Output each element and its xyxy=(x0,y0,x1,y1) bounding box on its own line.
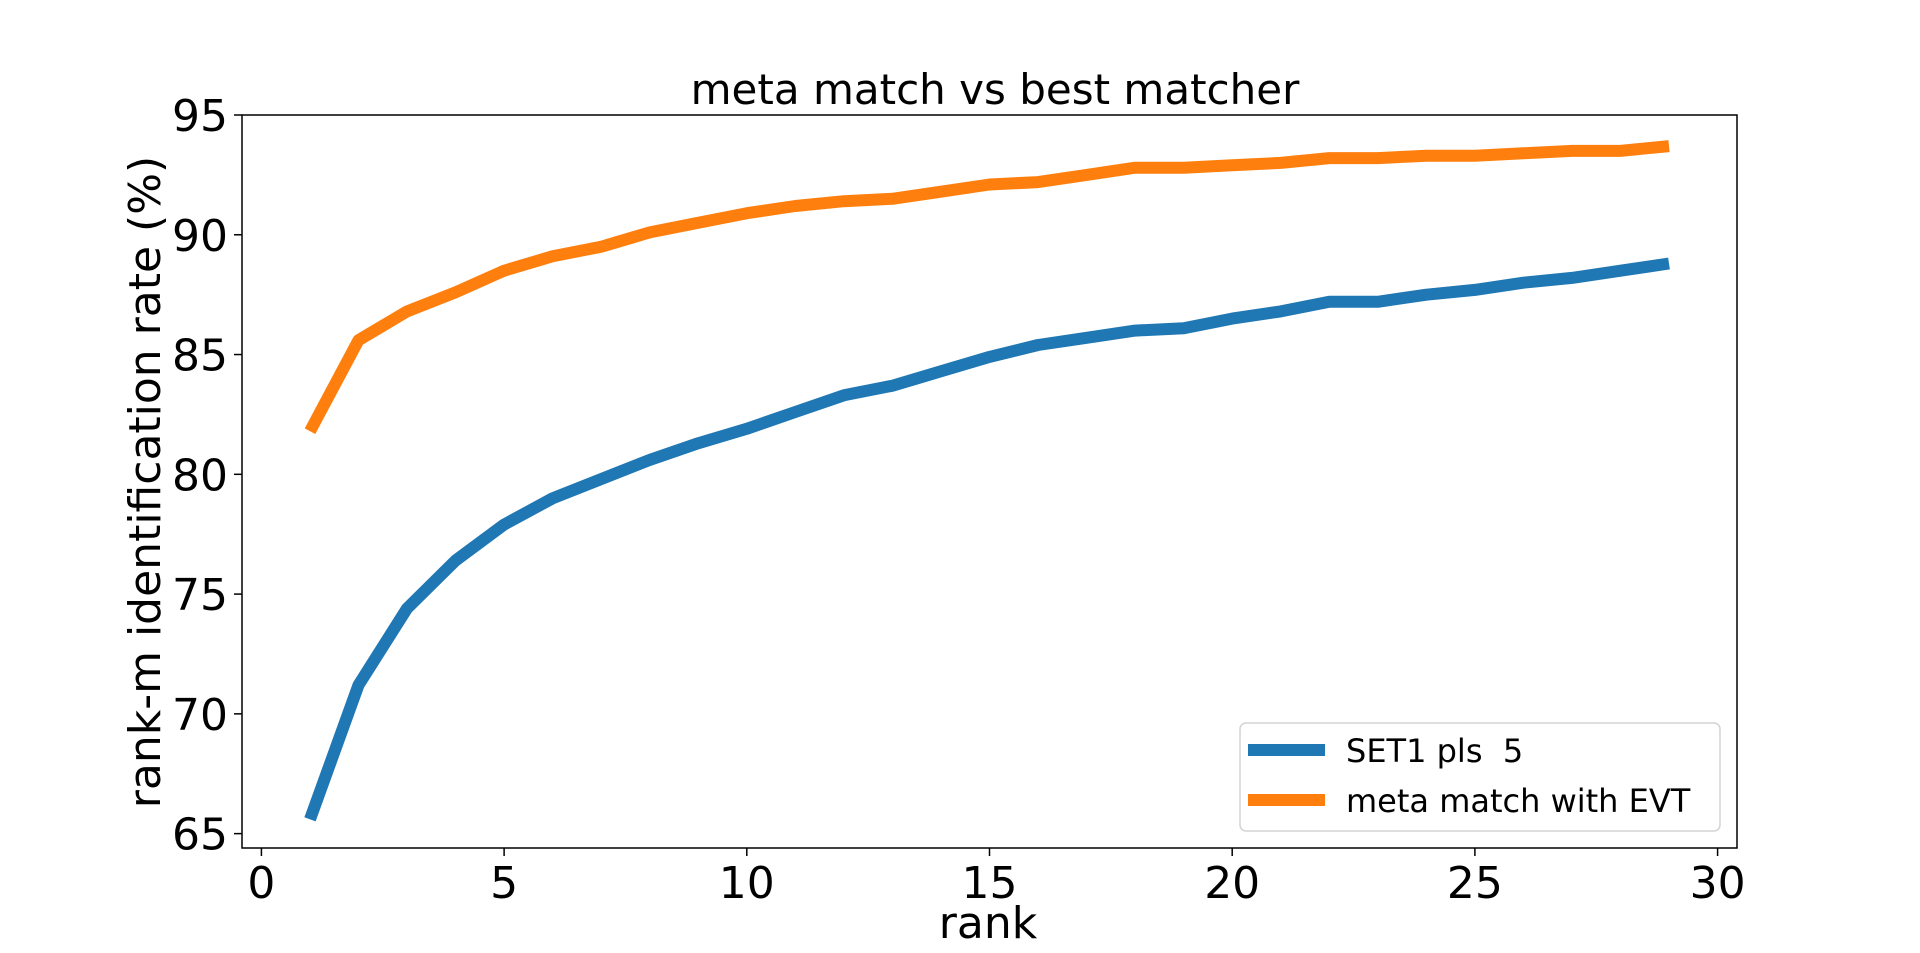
x-tick-label-1: 5 xyxy=(490,858,518,909)
y-tick-label-3: 80 xyxy=(172,450,228,501)
x-tick-label-5: 25 xyxy=(1447,858,1503,909)
legend-label-meta-match: meta match with EVT xyxy=(1346,782,1691,820)
y-tick-label-2: 75 xyxy=(172,570,228,621)
legend-label-set1: SET1 pls 5 xyxy=(1346,732,1523,770)
plot-area: 0 5 10 15 20 25 30 65 70 75 80 85 90 95 xyxy=(172,91,1746,909)
x-tick-label-2: 10 xyxy=(719,858,775,909)
x-tick-label-0: 0 xyxy=(247,858,275,909)
x-tick-label-4: 20 xyxy=(1204,858,1260,909)
y-axis-label: rank-m identification rate (%) xyxy=(120,156,171,808)
y-tick-label-4: 85 xyxy=(172,331,228,382)
series-line-0 xyxy=(304,257,1670,822)
x-axis-label: rank xyxy=(939,898,1038,949)
y-tick-label-1: 70 xyxy=(172,690,228,741)
x-tick-label-6: 30 xyxy=(1690,858,1746,909)
x-tick-label-3: 15 xyxy=(962,858,1018,909)
y-tick-label-0: 65 xyxy=(172,810,228,861)
series-line-1 xyxy=(304,140,1670,435)
y-tick-label-5: 90 xyxy=(172,211,228,262)
legend-frame xyxy=(1239,722,1721,832)
chart-title: meta match vs best matcher xyxy=(691,65,1300,114)
legend: SET1 pls 5 meta match with EVT xyxy=(1239,722,1721,832)
y-tick-label-6: 95 xyxy=(172,91,228,142)
